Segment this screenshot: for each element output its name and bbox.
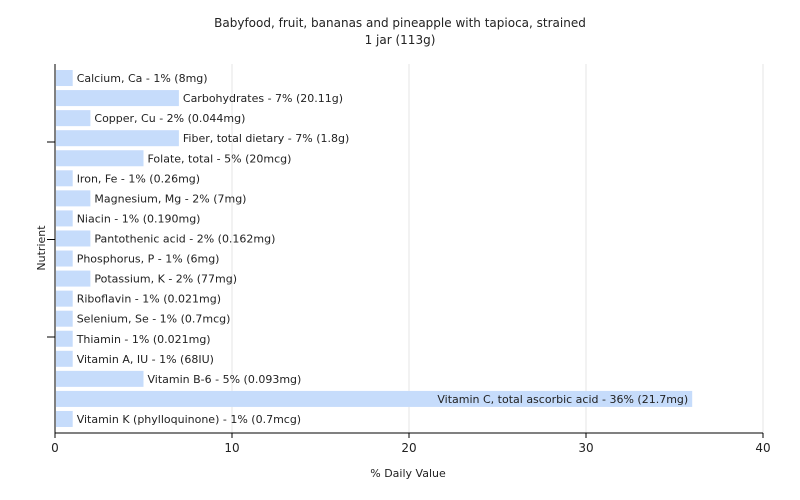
bar-data-label: Selenium, Se - 1% (0.7mcg) <box>77 313 231 326</box>
bar-data-label: Calcium, Ca - 1% (8mg) <box>77 72 208 85</box>
bar-data-label: Phosphorus, P - 1% (6mg) <box>77 253 220 266</box>
bar-data-label: Fiber, total dietary - 7% (1.8g) <box>183 132 349 145</box>
bar <box>56 130 179 146</box>
x-axis-title: % Daily Value <box>370 467 446 480</box>
bar <box>56 291 73 307</box>
bar <box>56 70 73 86</box>
x-tick-label: 10 <box>224 441 239 455</box>
bar <box>56 351 73 367</box>
bar-data-label: Iron, Fe - 1% (0.26mg) <box>77 172 200 185</box>
x-tick-label: 40 <box>755 441 770 455</box>
grid-layer <box>232 64 763 433</box>
bar-data-label: Vitamin A, IU - 1% (68IU) <box>77 353 214 366</box>
bar-data-label: Copper, Cu - 2% (0.044mg) <box>94 112 245 125</box>
bar <box>56 371 144 387</box>
bar <box>56 251 73 267</box>
bar <box>56 150 144 166</box>
bar-data-label: Vitamin K (phylloquinone) - 1% (0.7mcg) <box>77 413 301 426</box>
bar-data-label: Niacin - 1% (0.190mg) <box>77 212 201 225</box>
bar <box>56 331 73 347</box>
bar <box>56 210 73 226</box>
bar-labels-layer: Calcium, Ca - 1% (8mg) Carbohydrates - 7%… <box>76 72 689 426</box>
bar-data-label: Magnesium, Mg - 2% (7mg) <box>94 192 246 205</box>
x-tick-label: 30 <box>578 441 593 455</box>
bar <box>56 311 73 327</box>
bar-data-label: Vitamin C, total ascorbic acid - 36% (21… <box>437 393 688 406</box>
bar <box>56 411 73 427</box>
bar <box>56 230 90 246</box>
x-tick-label: 20 <box>401 441 416 455</box>
y-axis-title: Nutrient <box>35 225 48 271</box>
bar <box>56 90 179 106</box>
bar <box>56 170 73 186</box>
bar <box>56 110 90 126</box>
bar-data-label: Riboflavin - 1% (0.021mg) <box>77 293 221 306</box>
bar-data-label: Folate, total - 5% (20mcg) <box>148 152 292 165</box>
x-tick-label: 0 <box>51 441 59 455</box>
bar-data-label: Carbohydrates - 7% (20.11g) <box>183 92 343 105</box>
bar-data-label: Thiamin - 1% (0.021mg) <box>76 333 211 346</box>
bar-data-label: Pantothenic acid - 2% (0.162mg) <box>94 232 275 245</box>
bar <box>56 271 90 287</box>
bar-data-label: Vitamin B-6 - 5% (0.093mg) <box>148 373 302 386</box>
bar-data-label: Potassium, K - 2% (77mg) <box>94 273 237 286</box>
bar <box>56 190 90 206</box>
